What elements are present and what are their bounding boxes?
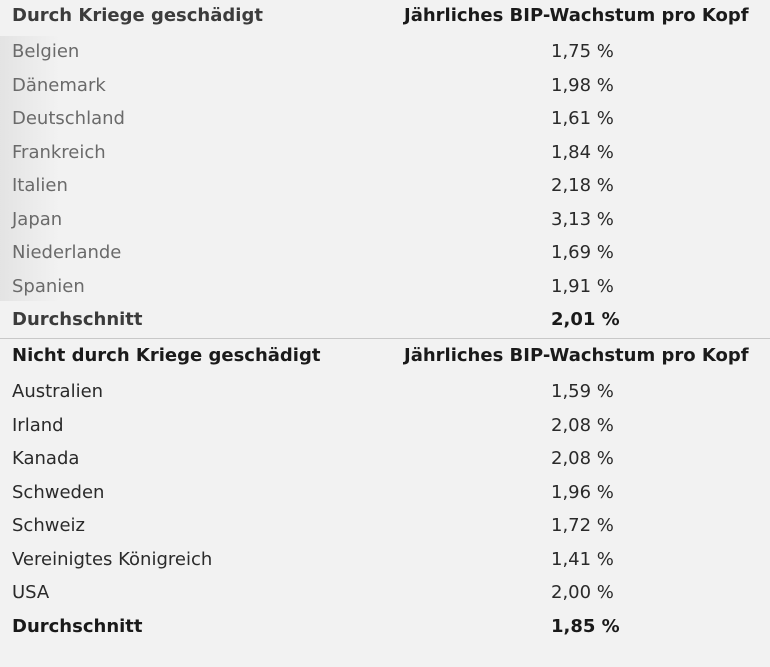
growth-value-cell: 1,96 % [551, 481, 614, 503]
country-cell: Deutschland [12, 108, 125, 129]
section-divider [0, 338, 770, 339]
table-row: Spanien 1,91 % [0, 271, 770, 305]
growth-value-cell: 1,72 % [551, 515, 614, 536]
table-row: Dänemark 1,98 % [0, 70, 770, 104]
table-row: Italien 2,18 % [0, 170, 770, 204]
average-label: Durchschnitt [12, 309, 143, 330]
growth-value-cell: 1,75 % [551, 41, 614, 62]
country-cell: Australien [12, 381, 104, 402]
country-cell: Irland [12, 414, 64, 436]
country-cell: Italien [12, 175, 68, 196]
growth-value-cell: 1,84 % [551, 141, 614, 163]
country-cell: Niederlande [12, 242, 122, 263]
table-header: Nicht durch Kriege geschädigt Jährliches… [0, 340, 770, 376]
growth-value-cell: 1,61 % [551, 108, 614, 129]
table-row: Frankreich 1,84 % [0, 137, 770, 171]
country-cell: Schweiz [12, 515, 85, 536]
average-label: Durchschnitt [12, 615, 143, 637]
table-row: Deutschland 1,61 % [0, 103, 770, 137]
growth-value-cell: 1,98 % [551, 74, 614, 96]
table-row: Kanada 2,08 % [0, 443, 770, 477]
country-cell: Kanada [12, 448, 80, 469]
value-column-header: Jährliches BIP-Wachstum pro Kopf [404, 345, 749, 366]
table-row: Australien 1,59 % [0, 376, 770, 410]
table-row: Irland 2,08 % [0, 410, 770, 444]
table-header: Durch Kriege geschädigt Jährliches BIP-W… [0, 0, 770, 36]
country-cell: Belgien [12, 41, 80, 62]
growth-value-cell: 2,00 % [551, 582, 614, 603]
growth-value-cell: 1,91 % [551, 275, 614, 297]
country-cell: Dänemark [12, 74, 106, 96]
growth-value-cell: 1,59 % [551, 381, 614, 402]
growth-value-cell: 2,08 % [551, 414, 614, 436]
table-row: Belgien 1,75 % [0, 36, 770, 70]
average-value: 2,01 % [551, 309, 620, 330]
country-cell: Schweden [12, 481, 105, 503]
country-column-header: Nicht durch Kriege geschädigt [12, 345, 321, 366]
growth-value-cell: 2,18 % [551, 175, 614, 196]
growth-value-cell: 1,69 % [551, 242, 614, 263]
country-column-header: Durch Kriege geschädigt [12, 5, 263, 26]
table-row: USA 2,00 % [0, 577, 770, 611]
average-row: Durchschnitt 2,01 % [0, 304, 770, 338]
table-row: Vereinigtes Königreich 1,41 % [0, 544, 770, 578]
average-value: 1,85 % [551, 615, 620, 637]
growth-value-cell: 2,08 % [551, 448, 614, 469]
table-row: Schweden 1,96 % [0, 477, 770, 511]
country-cell: USA [12, 582, 50, 603]
value-column-header: Jährliches BIP-Wachstum pro Kopf [404, 5, 749, 26]
table-row: Japan 3,13 % [0, 204, 770, 238]
country-cell: Vereinigtes Königreich [12, 548, 213, 570]
average-row: Durchschnitt 1,85 % [0, 611, 770, 645]
country-cell: Spanien [12, 275, 85, 297]
war-damaged-table: Durch Kriege geschädigt Jährliches BIP-W… [0, 0, 770, 338]
growth-value-cell: 1,41 % [551, 548, 614, 570]
country-cell: Frankreich [12, 141, 106, 163]
growth-value-cell: 3,13 % [551, 208, 614, 230]
not-war-damaged-table: Nicht durch Kriege geschädigt Jährliches… [0, 340, 770, 644]
country-cell: Japan [12, 208, 63, 230]
table-row: Niederlande 1,69 % [0, 237, 770, 271]
table-row: Schweiz 1,72 % [0, 510, 770, 544]
